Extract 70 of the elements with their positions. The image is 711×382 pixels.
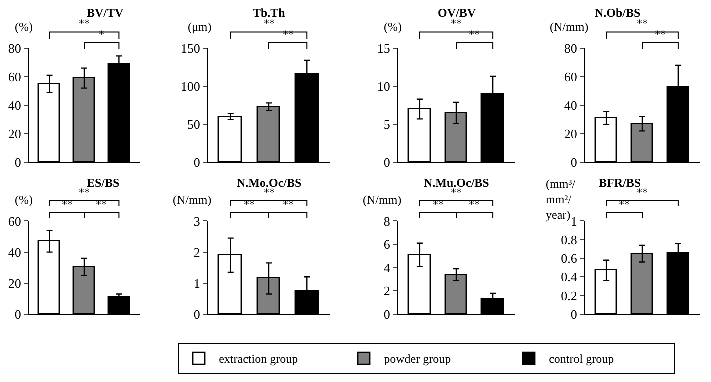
text: ** [79,18,90,30]
y-tick-label: 20 [8,126,22,142]
y-tick-label: 10 [377,78,390,94]
y-tick-label: 40 [564,98,578,114]
y-tick-label: 0 [384,306,390,322]
y-tick-label: 60 [8,214,22,229]
text: ** [433,199,444,211]
text: ** [637,18,648,30]
y-axis-title: (N/mm) [173,193,212,207]
y-tick-label: 0 [570,306,578,322]
y-axis-title: (N/mm) [363,193,402,207]
y-tick-label: 3 [194,214,200,229]
chart-title: Tb.Th [253,6,286,20]
chart-title: ES/BS [87,176,120,190]
y-tick-label: 80 [8,40,22,56]
y-tick-label: 1 [194,276,200,291]
y-tick-label: 60 [8,69,22,84]
chart-title: OV/BV [438,6,476,20]
y-tick-label: 60 [564,69,578,84]
legend-label: extraction group [219,352,298,366]
text: ** [264,187,275,199]
y-tick-label: 0 [14,306,22,322]
legend-label: powder group [384,352,452,366]
y-tick-label: 2 [384,284,390,299]
y-tick-label: 0.6 [561,251,578,266]
y-tick-label: 15 [377,40,390,56]
y-tick-label: 0 [384,155,390,170]
text: ** [79,187,90,199]
text: ** [637,187,648,199]
y-axis-title: (%) [15,20,33,34]
y-tick-label: 20 [8,276,22,291]
text: ** [62,199,73,211]
legend-label: control group [549,352,614,366]
y-tick-label: 100 [180,78,200,94]
chart-title: N.Mo.Oc/BS [237,176,302,190]
y-tick-label: 2 [194,244,200,260]
text: ** [283,199,294,211]
y-tick-label: 0 [14,155,22,170]
text: ** [451,18,462,30]
y-tick-label: 0.4 [561,270,578,285]
y-tick-label: 0.2 [561,288,578,304]
y-tick-label: 80 [564,40,578,56]
y-axis-title: (%) [384,20,402,34]
y-axis-title: (μm) [188,20,212,34]
chart-title: N.Mu.Oc/BS [424,176,490,190]
text: ** [264,18,275,30]
y-tick-label: 6 [384,237,391,252]
y-tick-label: 40 [8,98,22,114]
y-tick-label: 20 [564,126,578,142]
y-tick-label: 0 [194,155,200,170]
y-tick-label: 0 [194,306,200,322]
y-tick-label: 50 [187,117,200,132]
y-tick-label: 150 [180,40,200,56]
chart-title: N.Ob/BS [595,6,642,20]
text: ** [469,199,480,211]
y-tick-label: 4 [384,260,391,276]
y-tick-label: 8 [384,214,390,229]
y-tick-label: 40 [8,244,22,260]
chart-title: BV/TV [87,6,124,20]
chart-title: BFR/BS [599,176,642,190]
y-axis-title: (N/mm) [550,20,589,34]
y-tick-label: 1 [570,214,578,229]
y-axis-title: (%) [15,193,33,207]
text: ** [451,187,462,199]
text: ** [244,199,255,211]
text: ** [619,199,630,211]
y-tick-label: 5 [384,117,390,132]
y-tick-label: 0 [570,155,578,170]
y-tick-label: 0.8 [561,232,578,248]
text: ** [96,199,107,211]
